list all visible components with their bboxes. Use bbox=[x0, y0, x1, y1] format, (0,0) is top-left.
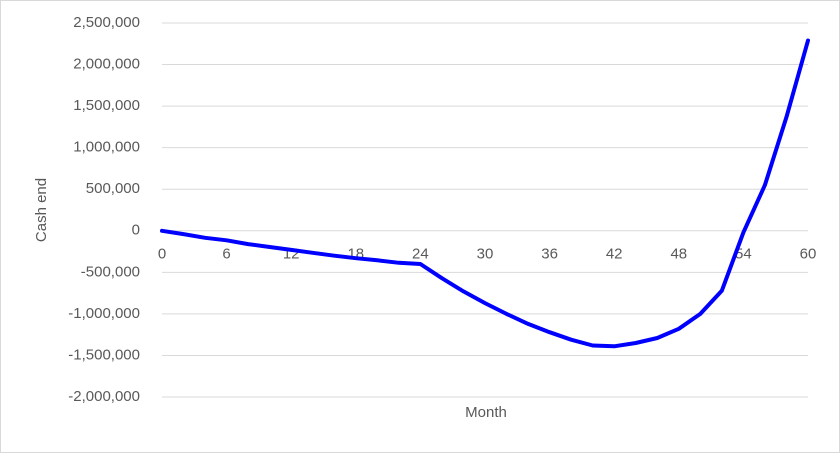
y-tick-label: -500,000 bbox=[81, 263, 140, 280]
y-tick-label: 0 bbox=[132, 222, 140, 239]
y-tick-label: -1,500,000 bbox=[68, 346, 140, 363]
x-axis-title: Month bbox=[465, 404, 507, 421]
x-tick-label: 42 bbox=[606, 246, 623, 263]
y-tick-label: 2,000,000 bbox=[73, 56, 140, 73]
y-tick-label: -1,000,000 bbox=[68, 305, 140, 322]
x-tick-label: 54 bbox=[735, 246, 752, 263]
x-tick-label: 24 bbox=[412, 246, 429, 263]
x-tick-label: 30 bbox=[477, 246, 494, 263]
x-tick-label: 48 bbox=[670, 246, 687, 263]
line-series bbox=[160, 38, 810, 349]
y-tick-label: 2,500,000 bbox=[73, 14, 140, 31]
y-tick-label: 1,500,000 bbox=[73, 97, 140, 114]
y-axis-title: Cash end bbox=[33, 178, 50, 242]
x-tick-label: 60 bbox=[800, 246, 817, 263]
x-tick-label: 36 bbox=[541, 246, 558, 263]
y-tick-label: 1,000,000 bbox=[73, 139, 140, 156]
y-tick-label: 500,000 bbox=[86, 180, 140, 197]
y-tick-label: -2,000,000 bbox=[68, 388, 140, 405]
x-tick-label: 6 bbox=[222, 246, 230, 263]
x-tick-label: 0 bbox=[158, 246, 166, 263]
